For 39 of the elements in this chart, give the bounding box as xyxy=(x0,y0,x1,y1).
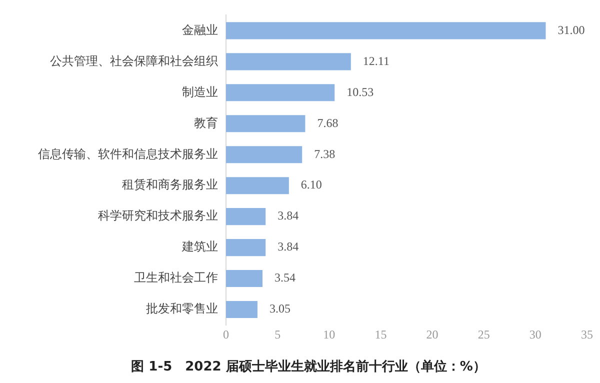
data-label: 7.38 xyxy=(314,146,336,161)
x-tick-label: 35 xyxy=(581,327,593,342)
text: 图 1-5 2022 届硕士毕业生就业排名前十行业（单位：%） xyxy=(131,358,486,375)
y-tick-label: 租赁和商务服务业 xyxy=(122,178,218,192)
bar xyxy=(226,53,351,70)
bar xyxy=(226,270,263,288)
bar xyxy=(226,177,289,194)
y-tick-label: 公共管理、社会保障和社会组织 xyxy=(50,54,218,68)
data-label: 3.05 xyxy=(269,302,290,316)
bar xyxy=(226,115,306,132)
data-label: 3.84 xyxy=(278,208,299,223)
x-tick-label: 25 xyxy=(478,327,490,342)
y-tick-label: 教育 xyxy=(194,116,218,130)
data-label: 10.53 xyxy=(346,84,374,99)
x-tick-label: 10 xyxy=(323,327,336,342)
x-tick-label: 15 xyxy=(374,327,387,342)
x-tick-label: 5 xyxy=(274,327,281,342)
bar xyxy=(226,146,302,164)
y-tick-label: 制造业 xyxy=(182,84,218,99)
y-tick-label: 建筑业 xyxy=(181,240,218,254)
x-tick-label: 20 xyxy=(426,327,438,342)
bar xyxy=(226,300,258,318)
y-tick-label: 金融业 xyxy=(182,22,218,37)
x-tick-label: 0 xyxy=(223,327,229,342)
y-tick-label: 信息传输、软件和信息技术服务业 xyxy=(38,146,218,161)
data-label: 7.68 xyxy=(317,116,338,130)
data-label: 3.84 xyxy=(278,240,299,254)
x-tick-label: 30 xyxy=(529,327,542,342)
data-label: 6.10 xyxy=(300,178,322,192)
bar xyxy=(226,208,266,226)
bar xyxy=(226,22,546,40)
data-label: 12.11 xyxy=(362,54,390,68)
bar xyxy=(226,239,266,256)
data-label: 3.54 xyxy=(274,270,296,285)
data-label: 31.00 xyxy=(558,22,585,37)
bar xyxy=(226,84,335,102)
y-tick-label: 科学研究和技术服务业 xyxy=(98,208,218,223)
y-tick-label: 卫生和社会工作 xyxy=(134,270,218,285)
y-tick-label: 批发和零售业 xyxy=(146,302,218,316)
